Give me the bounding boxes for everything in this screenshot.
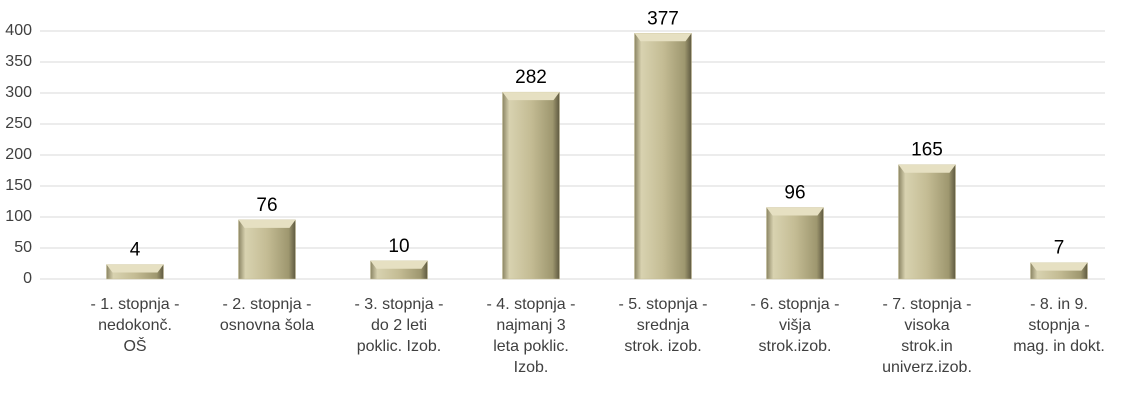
y-tick-label: 0 [23, 270, 32, 287]
x-tick-label: - 5. stopnja - srednja strok. izob. [618, 296, 708, 355]
y-tick-label: 50 [14, 239, 32, 256]
bar-cap [766, 207, 824, 216]
x-tick-label: - 1. stopnja - nedokonč. OŠ [90, 296, 180, 355]
data-label: 165 [911, 140, 943, 161]
x-tick-label: - 2. stopnja - osnovna šola [219, 296, 315, 334]
bar-cap [106, 264, 164, 273]
x-tick-label: - 4. stopnja - najmanj 3 leta poklic. Iz… [486, 296, 576, 376]
data-label: 10 [388, 236, 409, 257]
bar [898, 164, 956, 280]
x-tick-label: - 8. in 9. stopnja - mag. in dokt. [1013, 296, 1105, 355]
x-tick-label: - 3. stopnja - do 2 leti poklic. Izob. [354, 296, 444, 355]
y-tick-label: 100 [5, 208, 32, 225]
data-label: 7 [1054, 238, 1065, 259]
data-label: 76 [256, 195, 277, 216]
bar [766, 207, 824, 280]
y-tick-label: 250 [5, 115, 32, 132]
bar [634, 33, 692, 280]
y-tick-label: 400 [5, 22, 32, 39]
bar-cap [634, 33, 692, 42]
x-tick-label: - 6. stopnja - višja strok.izob. [750, 296, 840, 355]
y-tick-label: 300 [5, 84, 32, 101]
bar [502, 91, 560, 280]
x-tick-label: - 7. stopnja - visoka strok.in univerz.i… [882, 296, 972, 376]
bar-cap [1030, 262, 1088, 271]
bar-cap [502, 92, 560, 101]
data-label: 377 [647, 8, 679, 29]
bar [238, 219, 296, 280]
data-label: 4 [130, 240, 141, 261]
bar-cap [898, 164, 956, 173]
y-tick-label: 200 [5, 146, 32, 163]
y-tick-label: 350 [5, 53, 32, 70]
bar-cap [238, 219, 296, 228]
data-label: 96 [784, 182, 805, 203]
data-label: 282 [515, 67, 547, 88]
y-tick-label: 150 [5, 177, 32, 194]
bar-cap [370, 260, 428, 269]
